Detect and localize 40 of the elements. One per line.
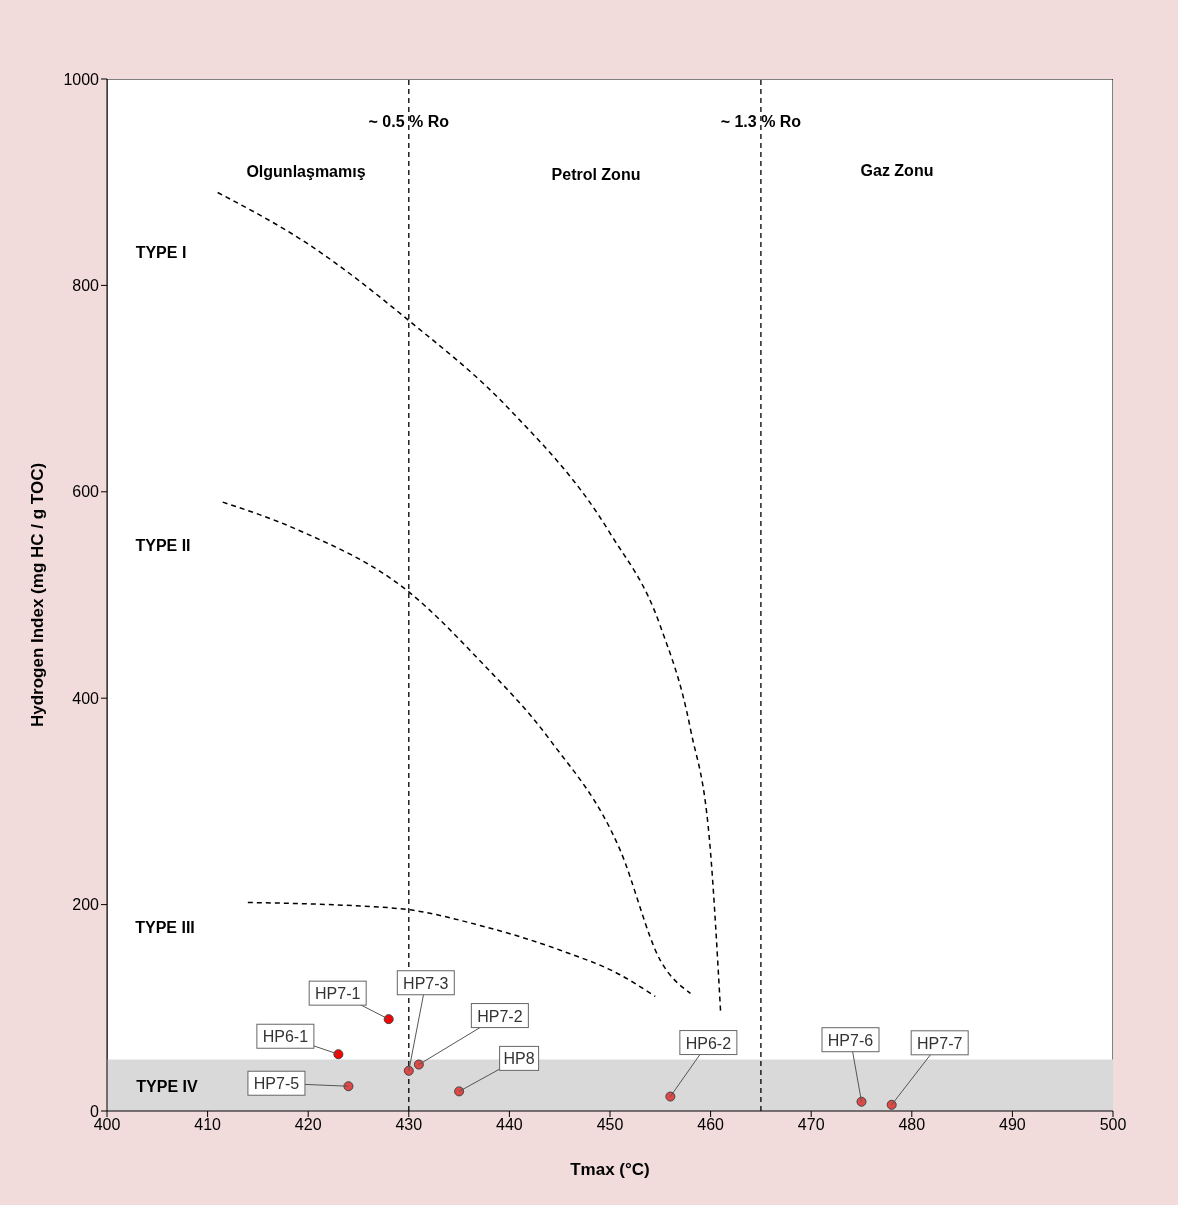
point <box>383 1014 394 1025</box>
y-tick-label: 200 <box>72 896 100 914</box>
data-label: HP6-1 <box>262 1028 309 1046</box>
ref-line-label: ~ 0.5 % Ro <box>368 113 450 130</box>
ref-line-label: ~ 1.3 % Ro <box>720 113 802 130</box>
point <box>413 1059 424 1070</box>
data-label: HP6-2 <box>685 1034 732 1052</box>
y-tick-label: 400 <box>72 689 100 707</box>
data-label: HP7-7 <box>917 1034 963 1052</box>
x-tick-label: 420 <box>294 1116 322 1134</box>
data-label: HP7-2 <box>477 1007 523 1025</box>
x-tick-label: 480 <box>898 1116 926 1134</box>
annotation: TYPE II <box>135 537 191 555</box>
data-label: HP7-1 <box>315 985 361 1003</box>
x-tick-label: 410 <box>194 1116 222 1134</box>
data-label: HP7-5 <box>253 1075 300 1093</box>
annotation: Gaz Zonu <box>860 162 934 180</box>
data-label: HP8 <box>503 1050 535 1068</box>
x-tick-label: 500 <box>1099 1116 1127 1134</box>
annotation: TYPE IV <box>136 1078 198 1096</box>
annotation: TYPE I <box>135 244 187 262</box>
x-tick-label: 460 <box>697 1116 725 1134</box>
y-tick-label: 800 <box>72 277 100 295</box>
annotation: Petrol Zonu <box>551 166 641 184</box>
x-tick-label: 470 <box>797 1116 825 1134</box>
data-label: HP7-6 <box>827 1031 874 1049</box>
annotation: TYPE III <box>135 919 195 937</box>
x-tick-label: 430 <box>395 1116 423 1134</box>
point <box>403 1065 414 1076</box>
x-tick-label: 440 <box>496 1116 523 1134</box>
y-tick-label: 1000 <box>63 70 100 88</box>
x-axis-title: Tmax (°C) <box>570 1160 650 1179</box>
x-tick-label: 450 <box>596 1116 624 1134</box>
x-tick-label: 490 <box>999 1116 1026 1134</box>
data-label: HP7-3 <box>403 974 449 992</box>
y-tick-label: 600 <box>72 483 100 501</box>
y-axis-title: Hydrogen Index (mg HC / g TOC) <box>28 462 48 728</box>
x-tick-label: 400 <box>93 1116 121 1134</box>
annotation: Olgunlaşmamış <box>246 163 366 181</box>
point <box>665 1091 676 1102</box>
